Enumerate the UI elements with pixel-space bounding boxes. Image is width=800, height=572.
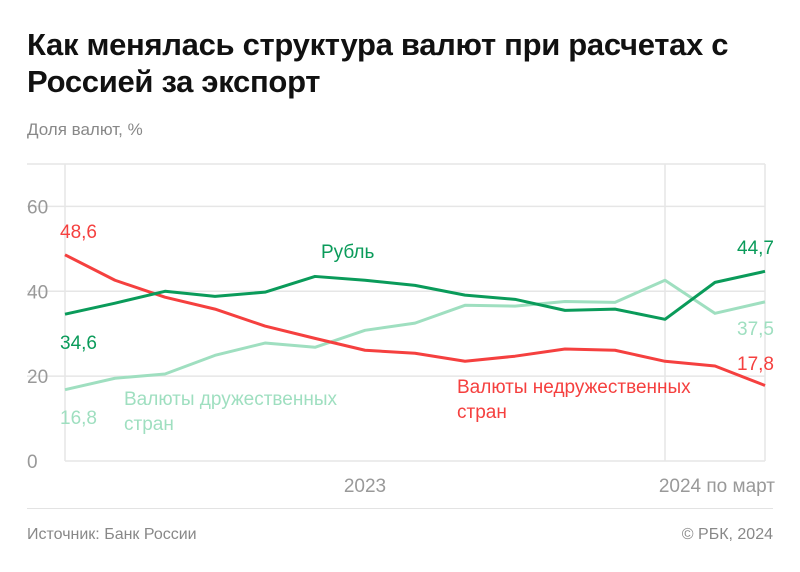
series-line-0 [64, 269, 766, 321]
ruble-start-value: 34,6 [60, 333, 97, 354]
unfriendly-end-value: 17,8 [737, 354, 774, 375]
friendly-start-value: 16,8 [60, 408, 97, 429]
x-tick-label: 2023 [344, 476, 386, 497]
y-tick-label: 20 [27, 367, 48, 388]
y-tick-label: 60 [27, 197, 48, 218]
ruble-end-value: 44,7 [737, 238, 774, 259]
series-label-ruble: Рубль [321, 242, 375, 263]
series-label-friendly: Валюты дружественных стран [124, 389, 338, 435]
chart-title: Как менялась структура валют при расчета… [27, 27, 729, 99]
x-tick-label: 2024 по март [659, 476, 775, 497]
copyright: © РБК, 2024 [681, 526, 773, 543]
unfriendly-start-value: 48,6 [60, 222, 97, 243]
y-tick-label: 0 [27, 452, 38, 473]
footer-divider [27, 508, 773, 509]
source-note: Источник: Банк России [27, 526, 197, 543]
series-line-2 [64, 278, 766, 392]
y-tick-label: 40 [27, 282, 48, 303]
y-axis-unit-label: Доля валют, % [27, 120, 143, 139]
friendly-end-value: 37,5 [737, 319, 774, 340]
series-label-unfriendly: Валюты недружественных стран [457, 377, 691, 423]
series-line-1 [64, 253, 766, 387]
